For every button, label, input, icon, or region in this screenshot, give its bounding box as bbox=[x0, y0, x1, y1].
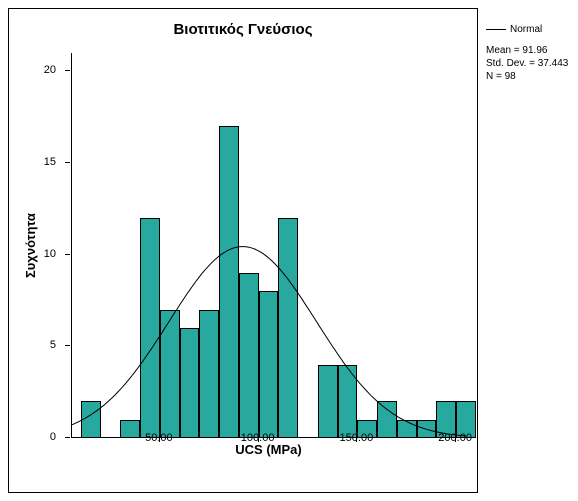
legend-normal-label: Normal bbox=[510, 24, 542, 35]
histogram-bar bbox=[417, 420, 437, 438]
histogram-bar bbox=[120, 420, 140, 438]
histogram-bar bbox=[140, 218, 160, 438]
chart-wrapper: Βιοτιτικός Γνεύσιος UCS (MPa) Συχνότητα … bbox=[0, 0, 578, 501]
histogram-bar bbox=[397, 420, 417, 438]
y-tick-label: 15 bbox=[36, 156, 56, 168]
chart-title: Βιοτιτικός Γνεύσιος bbox=[9, 21, 477, 38]
histogram-bar bbox=[278, 218, 298, 438]
histogram-bar bbox=[377, 401, 397, 438]
histogram-bar bbox=[199, 310, 219, 438]
y-tick-label: 5 bbox=[36, 339, 56, 351]
histogram-bar bbox=[219, 126, 239, 438]
x-axis-title: UCS (MPa) bbox=[71, 442, 466, 457]
histogram-bar bbox=[318, 365, 338, 438]
histogram-bar bbox=[81, 401, 101, 438]
y-axis-title: Συχνότητα bbox=[23, 53, 38, 438]
stat-mean: Mean = 91.96 bbox=[486, 44, 568, 57]
stat-n: N = 98 bbox=[486, 70, 568, 83]
histogram-bar bbox=[338, 365, 358, 438]
stats-block: Mean = 91.96 Std. Dev. = 37.443 N = 98 bbox=[486, 44, 568, 83]
y-tick-label: 20 bbox=[36, 64, 56, 76]
plot-area bbox=[71, 53, 466, 438]
histogram-bar bbox=[160, 310, 180, 438]
y-tick-label: 10 bbox=[36, 248, 56, 260]
stat-stddev: Std. Dev. = 37.443 bbox=[486, 57, 568, 70]
chart-frame: Βιοτιτικός Γνεύσιος UCS (MPa) Συχνότητα bbox=[8, 8, 478, 493]
histogram-bar bbox=[180, 328, 200, 438]
histogram-bar bbox=[239, 273, 259, 438]
histogram-bar bbox=[259, 291, 279, 438]
legend: Normal bbox=[486, 24, 542, 36]
y-tick-label: 0 bbox=[36, 431, 56, 443]
legend-line-icon bbox=[486, 29, 506, 30]
